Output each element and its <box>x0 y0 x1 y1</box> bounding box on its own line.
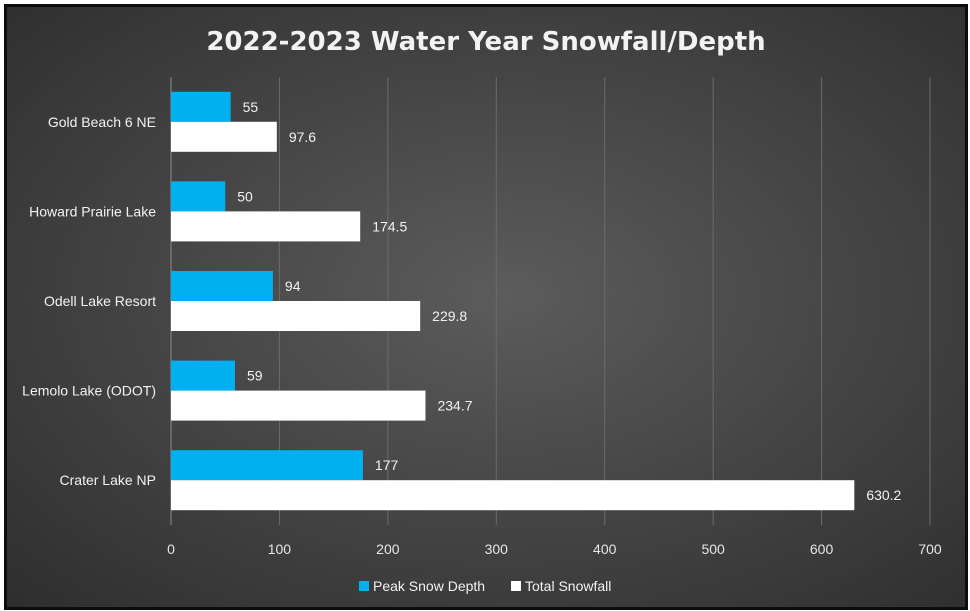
x-tick-label: 200 <box>376 541 400 557</box>
data-label: 174.5 <box>372 218 407 234</box>
data-label: 55 <box>243 99 259 115</box>
bar-total-snowfall <box>171 121 277 152</box>
bar-peak-snow-depth <box>171 91 231 122</box>
chart-title: 2022-2023 Water Year Snowfall/Depth <box>206 27 765 57</box>
data-label: 50 <box>237 188 253 204</box>
category-label: Gold Beach 6 NE <box>48 114 156 130</box>
x-tick-label: 300 <box>485 541 509 557</box>
bars <box>171 91 855 511</box>
legend-label: Peak Snow Depth <box>373 578 485 594</box>
bar-peak-snow-depth <box>171 181 226 212</box>
bar-total-snowfall <box>171 301 421 331</box>
bar-peak-snow-depth <box>171 271 273 301</box>
bar-chart: 2022-2023 Water Year Snowfall/Depth 55 97… <box>22 27 942 594</box>
x-tick-label: 600 <box>810 541 834 557</box>
data-label: 94 <box>285 278 301 294</box>
chart-frame: 2022-2023 Water Year Snowfall/Depth 55 97… <box>4 4 968 610</box>
category-label: Lemolo Lake (ODOT) <box>22 383 156 399</box>
legend-swatch <box>359 581 369 591</box>
category-label: Crater Lake NP <box>60 472 156 488</box>
x-tick-label: 700 <box>918 541 942 557</box>
data-label: 59 <box>247 368 263 384</box>
x-tick-label: 0 <box>167 541 175 557</box>
x-tick-label: 400 <box>593 541 617 557</box>
x-tick-label: 500 <box>701 541 725 557</box>
x-tick-label: 100 <box>268 541 292 557</box>
bar-total-snowfall <box>171 480 855 511</box>
data-label: 630.2 <box>866 487 901 503</box>
data-label: 229.8 <box>432 308 467 324</box>
data-label: 177 <box>375 457 399 473</box>
legend-swatch <box>511 581 521 591</box>
x-tick-labels: 0 100 200 300 400 500 600 700 <box>167 541 942 557</box>
category-labels: Gold Beach 6 NE Howard Prairie Lake Odell … <box>22 114 156 488</box>
category-label: Howard Prairie Lake <box>29 203 156 219</box>
bar-total-snowfall <box>171 390 426 421</box>
data-label: 97.6 <box>289 129 316 145</box>
category-label: Odell Lake Resort <box>44 293 156 309</box>
legend-label: Total Snowfall <box>525 578 611 594</box>
bar-total-snowfall <box>171 211 361 242</box>
data-label: 234.7 <box>437 398 472 414</box>
legend: Peak Snow Depth Total Snowfall <box>359 578 611 594</box>
data-labels: 55 97.6 50 174.5 94 229.8 59 234.7 177 630.2 <box>237 99 901 503</box>
bar-peak-snow-depth <box>171 360 235 391</box>
bar-peak-snow-depth <box>171 450 363 481</box>
